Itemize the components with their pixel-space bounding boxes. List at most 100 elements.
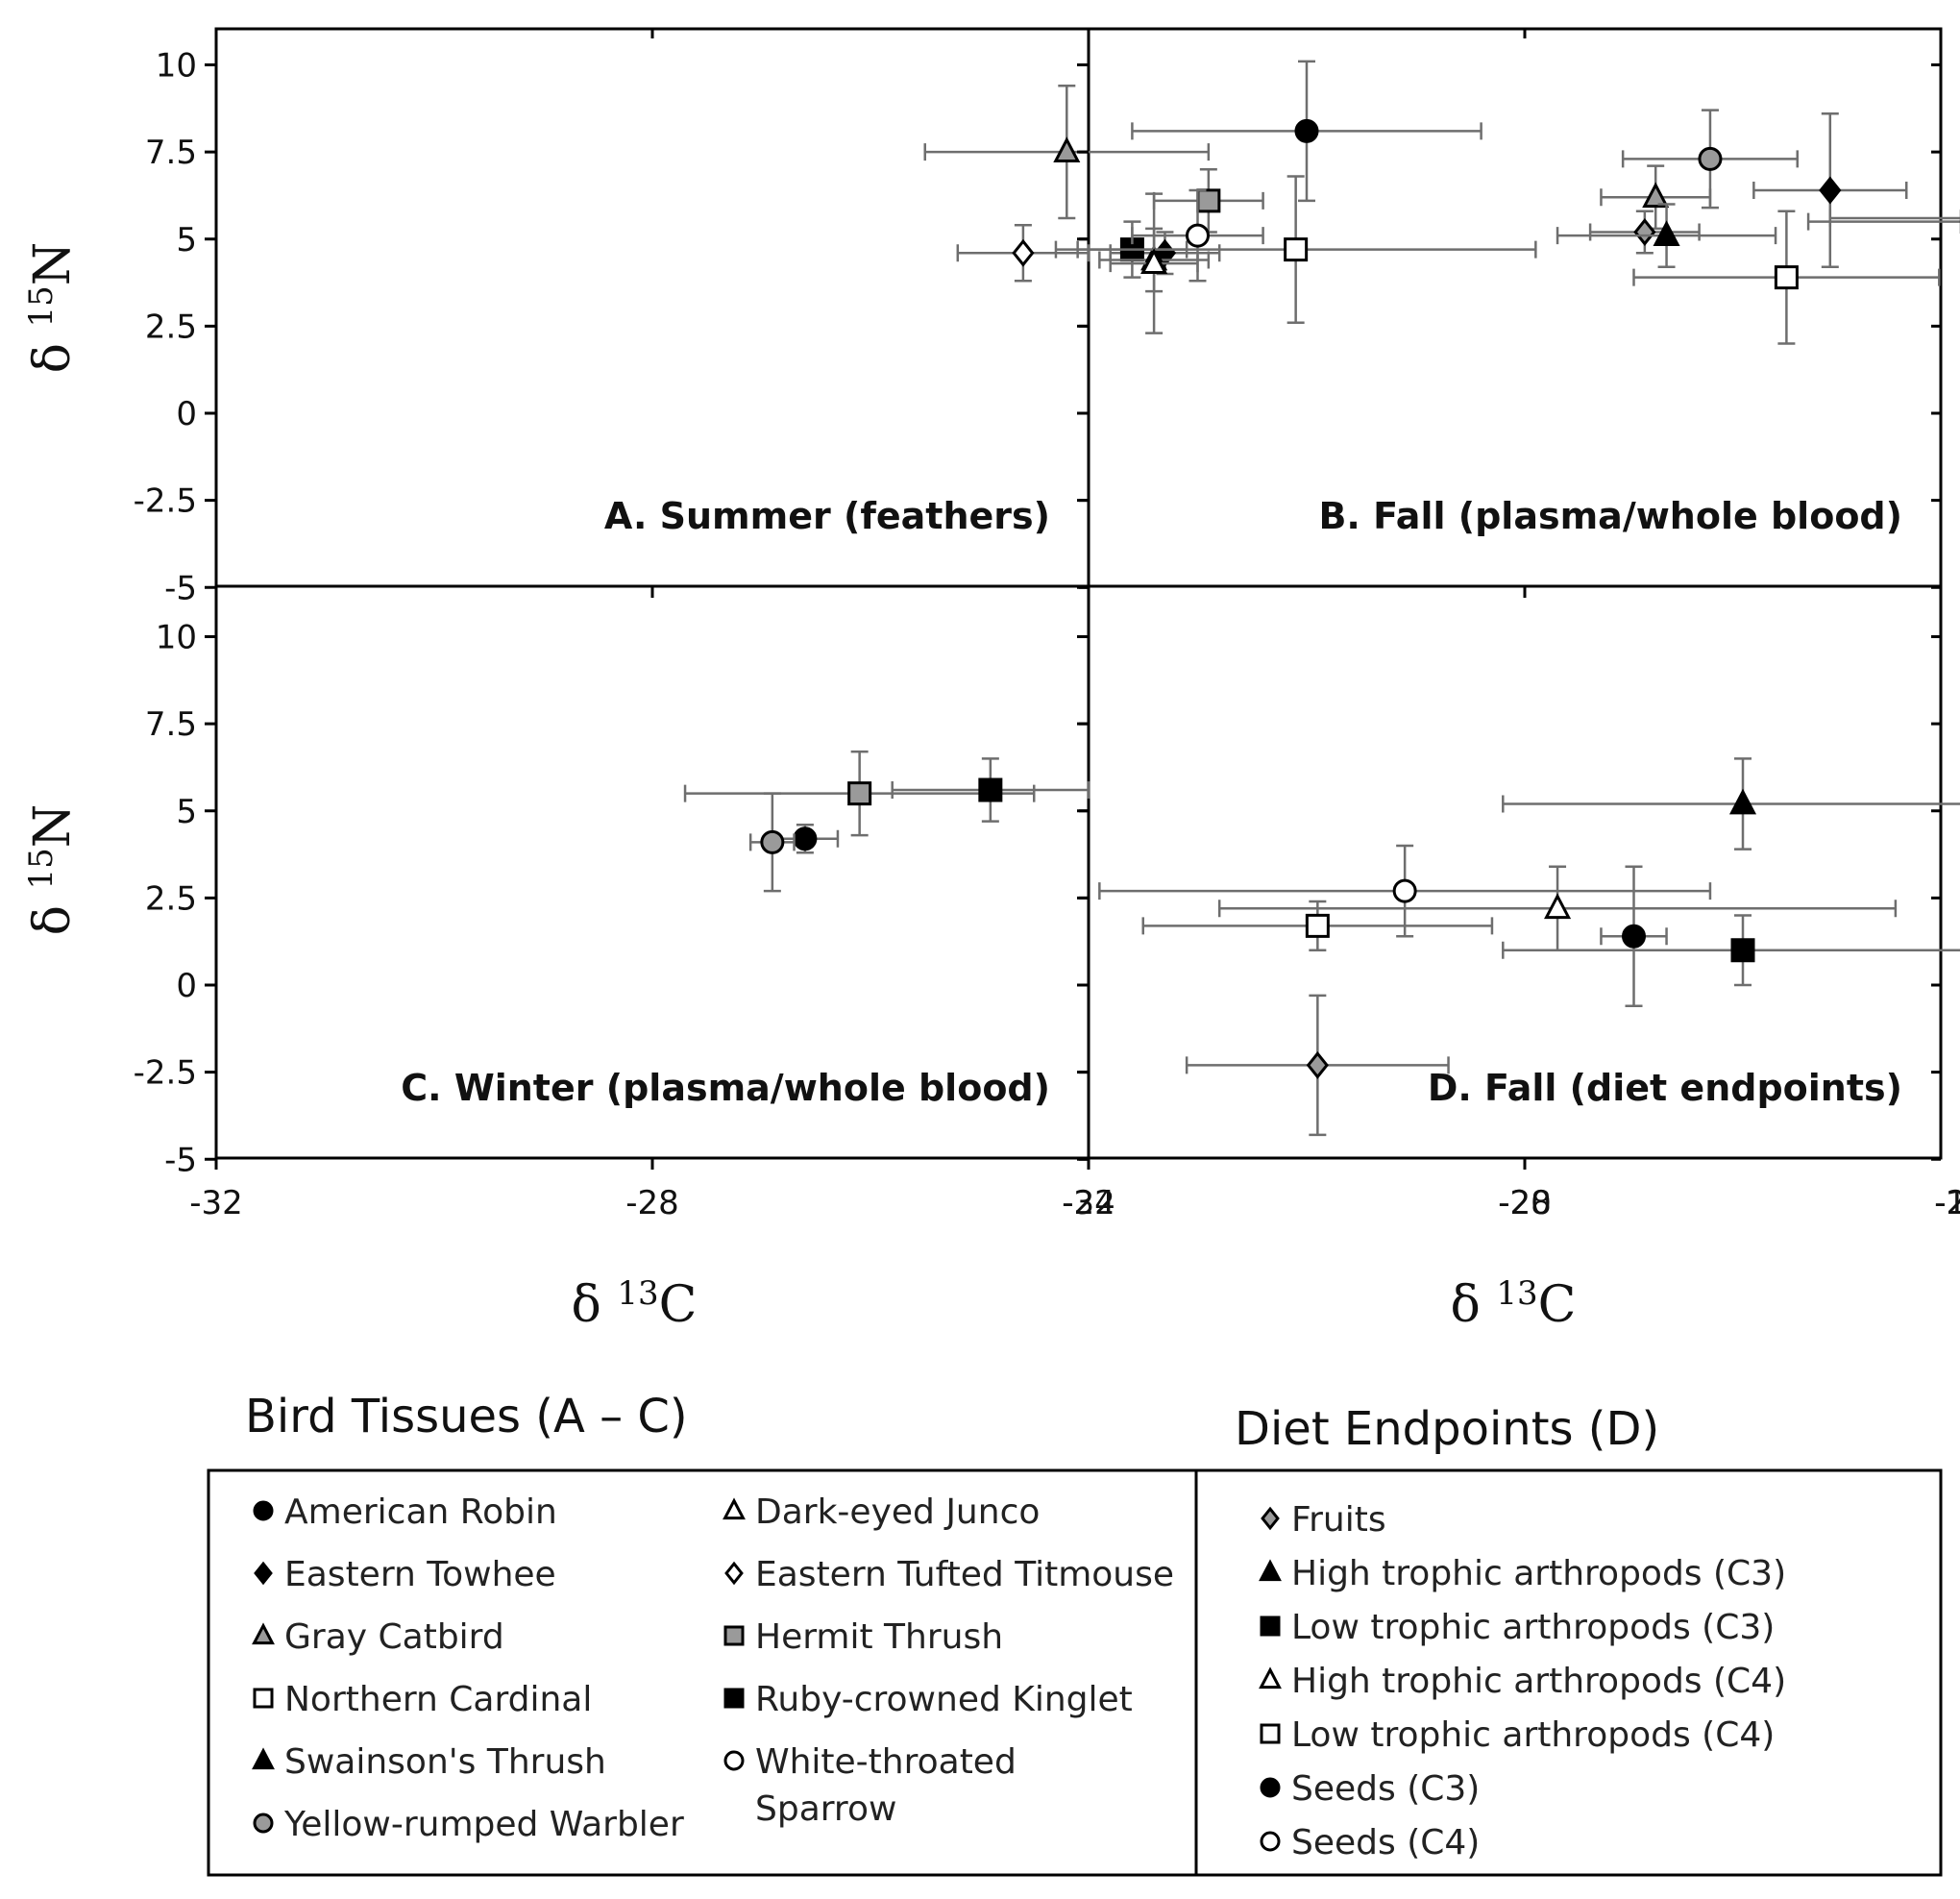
panel-d: -32-28-24-20-16-12D. Fall (diet endpoint… bbox=[1062, 586, 1960, 1222]
legend-label: White-throated bbox=[755, 1742, 1017, 1782]
data-point bbox=[1305, 913, 1330, 938]
x-tick-label: -24 bbox=[1934, 1184, 1960, 1222]
legend-marker bbox=[1260, 1777, 1281, 1798]
legend-marker bbox=[1260, 1615, 1281, 1637]
data-point bbox=[1774, 265, 1799, 290]
legend-marker bbox=[723, 1497, 746, 1520]
legend-label: Sparrow bbox=[755, 1789, 896, 1829]
legend-label: Low trophic arthropods (C4) bbox=[1291, 1715, 1775, 1755]
legend-label: American Robin bbox=[284, 1492, 557, 1532]
legend-marker bbox=[252, 1747, 275, 1770]
legend-marker bbox=[1259, 1559, 1282, 1582]
data-point bbox=[1544, 893, 1572, 920]
legend-marker bbox=[254, 1561, 273, 1586]
y-tick-label: 7.5 bbox=[145, 705, 197, 744]
y-tick-label: 10 bbox=[156, 619, 197, 657]
legend-label: Fruits bbox=[1291, 1500, 1386, 1540]
legend-item: Gray Catbird bbox=[252, 1617, 504, 1657]
y-tick-label: -2.5 bbox=[134, 1054, 197, 1093]
legend-marker bbox=[723, 1750, 745, 1771]
y-tick-label: 5 bbox=[176, 221, 197, 259]
y-tick-label: 2.5 bbox=[145, 879, 197, 918]
panel-a: 10 7.5 5 2.5 0 -2.5 -5 A. Summer (feathers) bbox=[134, 29, 1537, 607]
legend-label: Eastern Tufted Titmouse bbox=[755, 1555, 1174, 1594]
legend-item: American Robin bbox=[253, 1492, 557, 1532]
data-point bbox=[1012, 238, 1035, 267]
x-tick-label: -32 bbox=[189, 1184, 243, 1222]
data-point bbox=[1728, 788, 1757, 815]
data-point bbox=[1819, 176, 1842, 205]
legend-title-bird: Bird Tissues (A – C) bbox=[245, 1390, 688, 1443]
legend-label: Yellow-rumped Warbler bbox=[283, 1805, 684, 1844]
panel-title-b: B. Fall (plasma/whole blood) bbox=[1318, 495, 1902, 537]
legend-marker bbox=[1259, 1666, 1282, 1689]
legend-item: Eastern Towhee bbox=[254, 1555, 556, 1594]
legend-item: Fruits bbox=[1261, 1500, 1386, 1540]
data-point bbox=[1698, 146, 1723, 171]
legend-label: High trophic arthropods (C3) bbox=[1291, 1554, 1786, 1593]
legend-item: Seeds (C3) bbox=[1260, 1769, 1480, 1809]
legend-item: Low trophic arthropods (C3) bbox=[1260, 1608, 1775, 1647]
data-point bbox=[1053, 136, 1081, 162]
data-point bbox=[793, 826, 818, 851]
legend-item: Ruby-crowned Kinglet bbox=[723, 1680, 1133, 1719]
x-axis-label-left: δ 13C bbox=[572, 1274, 698, 1334]
legend-marker bbox=[253, 1688, 274, 1709]
panel-title-a: A. Summer (feathers) bbox=[604, 495, 1050, 537]
data-point bbox=[847, 781, 872, 806]
y-tick-label: -5 bbox=[164, 1141, 197, 1179]
y-tick-label: 2.5 bbox=[145, 308, 197, 346]
x-tick-label: -28 bbox=[1498, 1184, 1552, 1222]
x-tick-label: -32 bbox=[1062, 1184, 1115, 1222]
panel-title-c: C. Winter (plasma/whole blood) bbox=[401, 1067, 1050, 1109]
legend-item: Yellow-rumped Warbler bbox=[253, 1805, 684, 1844]
data-point bbox=[1392, 878, 1417, 903]
legend-marker bbox=[723, 1688, 745, 1709]
y-tick-label: 5 bbox=[176, 793, 197, 831]
legend-marker bbox=[253, 1813, 274, 1834]
legend-marker bbox=[1261, 1506, 1280, 1531]
y-tick-label: -5 bbox=[164, 569, 197, 607]
legend-label: Ruby-crowned Kinglet bbox=[755, 1680, 1133, 1719]
legend-label: Low trophic arthropods (C3) bbox=[1291, 1608, 1775, 1647]
y-tick-label: 0 bbox=[176, 967, 197, 1005]
legend-item: Hermit Thrush bbox=[723, 1617, 1003, 1657]
error-bar bbox=[1828, 210, 1960, 227]
y-axis-label-bottom: δ 15N bbox=[22, 804, 82, 936]
data-point bbox=[1306, 1050, 1329, 1079]
data-point bbox=[1642, 182, 1670, 209]
legend-label: Dark-eyed Junco bbox=[755, 1492, 1040, 1532]
legend-label: Seeds (C4) bbox=[1291, 1823, 1480, 1862]
legend-title-diet: Diet Endpoints (D) bbox=[1235, 1402, 1659, 1456]
x-tick-label: -20 bbox=[1498, 1184, 1552, 1222]
data-point bbox=[1284, 237, 1309, 262]
legend-bird: American Robin Eastern Towhee Gray Catbird… bbox=[252, 1492, 1174, 1844]
panel-b: B. Fall (plasma/whole blood) bbox=[1077, 29, 1960, 598]
data-point bbox=[1186, 223, 1210, 248]
legend-label: High trophic arthropods (C4) bbox=[1291, 1662, 1786, 1701]
error-bar bbox=[1806, 212, 1960, 231]
legend-marker bbox=[1260, 1723, 1281, 1744]
legend-label: Hermit Thrush bbox=[755, 1617, 1003, 1657]
y-axis-label-top: δ 15N bbox=[22, 242, 82, 374]
legend-item: Swainson's Thrush bbox=[252, 1742, 606, 1782]
legend-marker bbox=[1260, 1831, 1281, 1852]
y-tick-label: 7.5 bbox=[145, 134, 197, 172]
legend-marker bbox=[252, 1622, 275, 1645]
panel-c: 107.552.50-2.5-5-32-28-24-20-16-12C. Win… bbox=[134, 586, 1960, 1222]
data-point bbox=[1633, 217, 1656, 247]
x-axis-label-right: δ 13C bbox=[1451, 1274, 1577, 1334]
data-point bbox=[1294, 118, 1319, 143]
data-point bbox=[978, 777, 1003, 802]
data-point bbox=[1730, 938, 1755, 963]
legend-label: Eastern Towhee bbox=[284, 1555, 556, 1594]
legend-item: Low trophic arthropods (C4) bbox=[1260, 1715, 1775, 1755]
x-tick-label: -24 bbox=[1062, 1184, 1115, 1222]
data-point bbox=[1196, 188, 1221, 213]
legend-item: High trophic arthropods (C4) bbox=[1259, 1662, 1786, 1701]
x-tick-label: -28 bbox=[625, 1184, 679, 1222]
legend-box bbox=[207, 1468, 1943, 1877]
y-tick-label: 0 bbox=[176, 395, 197, 433]
panel-title-d: D. Fall (diet endpoints) bbox=[1428, 1067, 1902, 1109]
